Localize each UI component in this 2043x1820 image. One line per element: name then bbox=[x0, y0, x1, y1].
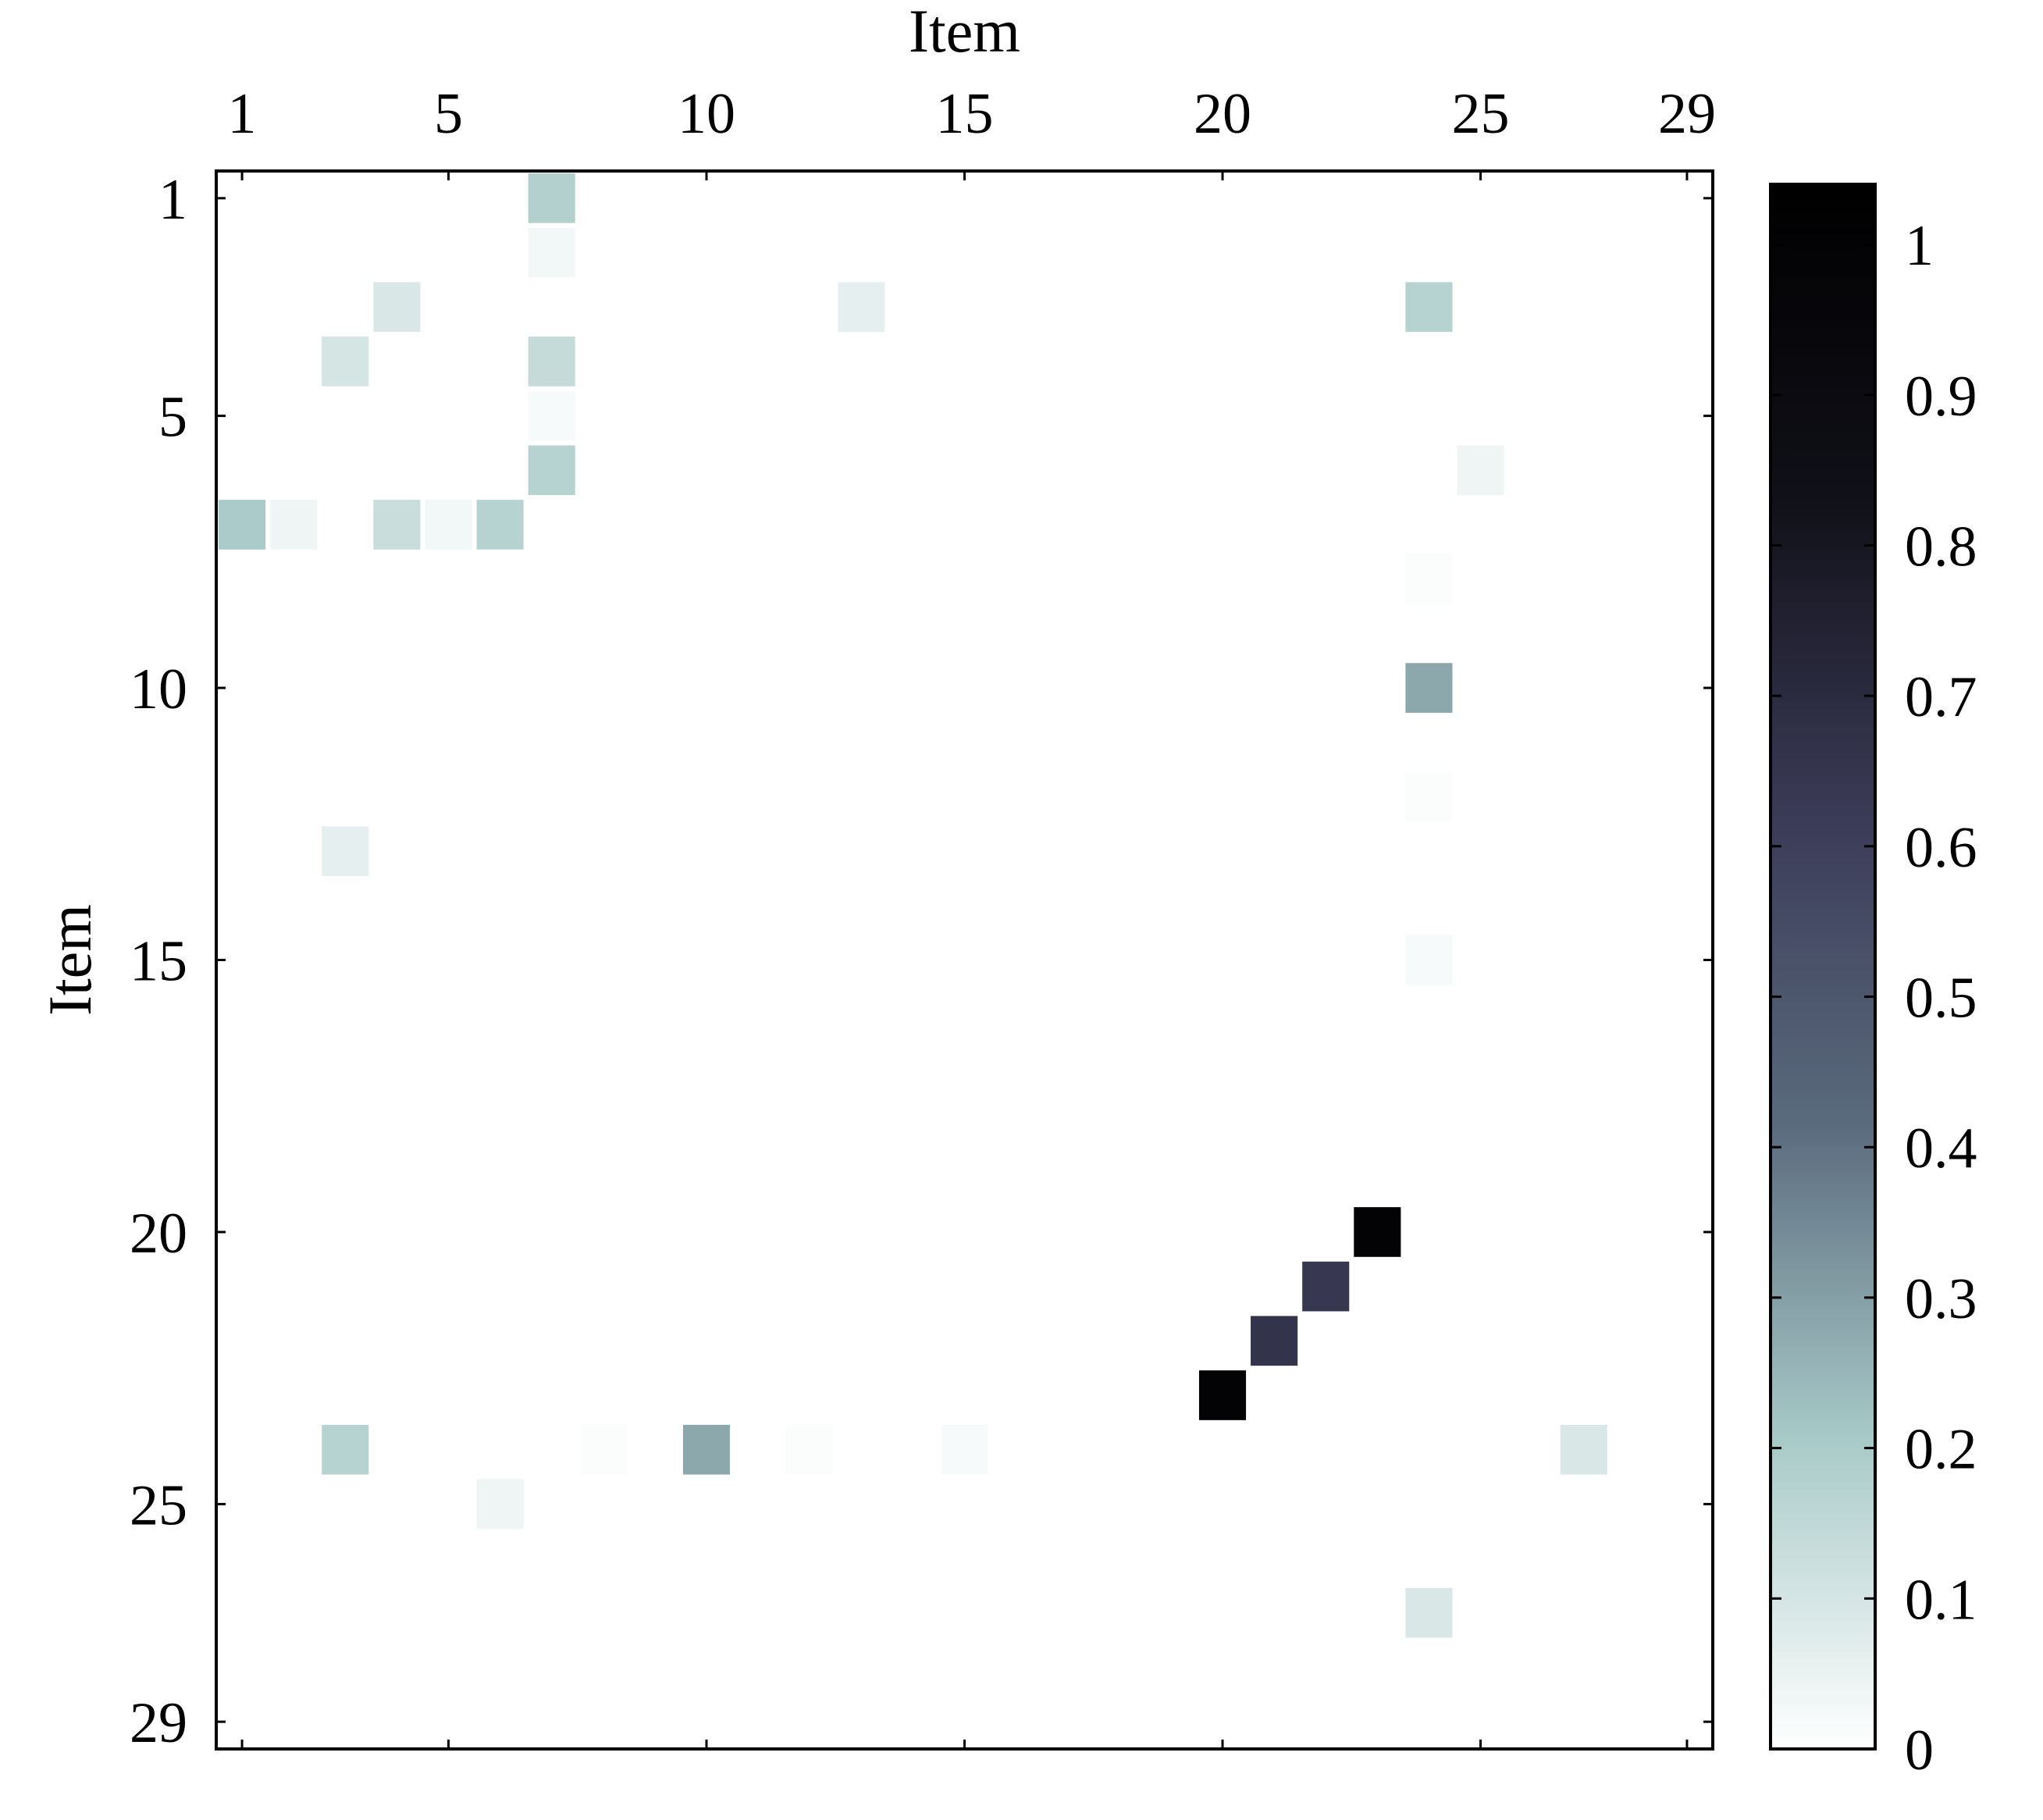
colorbar-tick-label: 0.8 bbox=[1905, 515, 1977, 579]
heatmap-cell bbox=[528, 337, 575, 386]
heatmap-cell bbox=[1405, 935, 1453, 985]
colorbar-tick-label: 0.5 bbox=[1905, 967, 1977, 1031]
y-tick-label: 20 bbox=[130, 1202, 187, 1266]
y-tick-label: 15 bbox=[130, 930, 187, 994]
heatmap-cell bbox=[1405, 554, 1453, 604]
heatmap-cell bbox=[1251, 1316, 1298, 1366]
colorbar-tick-label: 0.9 bbox=[1905, 365, 1977, 429]
y-tick-label: 25 bbox=[130, 1473, 187, 1537]
plot-frame bbox=[215, 169, 1714, 1751]
y-tick-label: 10 bbox=[130, 657, 187, 721]
heatmap-cell bbox=[1405, 771, 1453, 822]
colorbar-tick-label: 0.2 bbox=[1905, 1418, 1977, 1482]
heatmap-cell bbox=[579, 1424, 627, 1475]
heatmap-cell bbox=[682, 1424, 731, 1475]
colorbar-tick-label: 1 bbox=[1905, 214, 1934, 278]
heatmap-cell bbox=[1405, 663, 1453, 713]
x-axis-ticks: 1 5 10 15 20 25 29 bbox=[228, 82, 1716, 1749]
colorbar-tick-label: 0.6 bbox=[1905, 816, 1977, 880]
colorbar-ticks: 0 0.1 0.2 0.3 0.4 0.5 0.6 0.7 0.8 0.9 1 bbox=[1771, 214, 1977, 1783]
heatmap-cell bbox=[1354, 1207, 1401, 1257]
heatmap-cell bbox=[322, 826, 369, 876]
heatmap-cell bbox=[1198, 1370, 1247, 1420]
heatmap-cell bbox=[476, 1479, 524, 1530]
x-tick-label: 29 bbox=[1658, 82, 1716, 146]
colorbar-tick-label: 0.1 bbox=[1905, 1568, 1977, 1632]
heatmap-cell bbox=[1302, 1261, 1350, 1312]
x-tick-label: 25 bbox=[1452, 82, 1510, 146]
heatmap-cell bbox=[270, 500, 318, 550]
x-axis-title: Item bbox=[909, 0, 1020, 65]
heatmap-cell bbox=[528, 390, 575, 441]
colorbar-tick-label: 0.7 bbox=[1905, 665, 1977, 729]
heatmap-cells bbox=[219, 173, 1607, 1638]
x-tick-label: 20 bbox=[1194, 82, 1251, 146]
y-tick-label: 5 bbox=[158, 386, 187, 450]
colorbar-tick-label: 0.3 bbox=[1905, 1267, 1977, 1331]
heatmap-cell bbox=[373, 500, 421, 550]
heatmap-cell bbox=[1405, 282, 1453, 333]
heatmap-cell bbox=[1560, 1424, 1607, 1475]
heatmap-cell bbox=[476, 500, 524, 550]
colorbar-tick-label: 0 bbox=[1905, 1718, 1934, 1783]
heatmap-cell bbox=[425, 500, 472, 550]
heatmap-cell bbox=[786, 1424, 834, 1475]
y-tick-label: 1 bbox=[158, 168, 187, 232]
heatmap-cell bbox=[941, 1424, 988, 1475]
heatmap-cell bbox=[528, 445, 575, 496]
x-tick-label: 1 bbox=[228, 82, 257, 146]
x-tick-label: 15 bbox=[936, 82, 994, 146]
heatmap-cell bbox=[219, 500, 266, 550]
heatmap-cell bbox=[1457, 445, 1504, 496]
heatmap-cell bbox=[322, 1424, 369, 1475]
heatmap-cell bbox=[373, 282, 421, 333]
colorbar bbox=[1769, 183, 1877, 1751]
y-axis-title: Item bbox=[36, 904, 104, 1016]
heatmap-cell bbox=[322, 337, 369, 386]
x-tick-label: 10 bbox=[678, 82, 735, 146]
y-tick-label: 29 bbox=[130, 1691, 187, 1755]
heatmap-cell bbox=[528, 227, 575, 278]
heatmap-cell bbox=[838, 282, 885, 333]
heatmap-cell bbox=[528, 173, 575, 223]
colorbar-tick-label: 0.4 bbox=[1905, 1117, 1977, 1181]
heatmap-cell bbox=[1405, 1587, 1453, 1638]
x-tick-label: 5 bbox=[434, 82, 463, 146]
